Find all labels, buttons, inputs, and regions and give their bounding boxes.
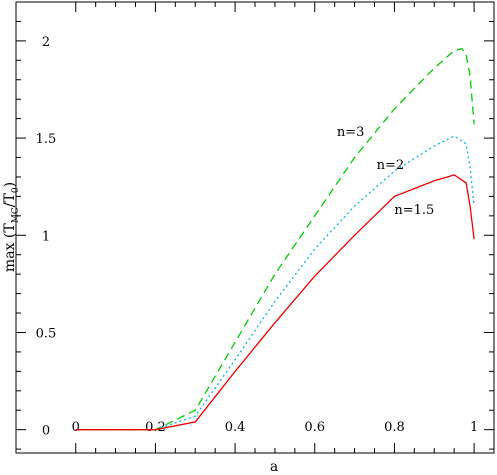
tick-labels: 0 0.2 0.4 0.6 0.8 1 0 0.5 1 1.5 2 — [36, 35, 479, 439]
y-tick-label: 0.5 — [36, 326, 57, 341]
y-axis-label-sub: MC — [11, 207, 21, 223]
series-line — [75, 135, 475, 431]
x-tick-label: 0.4 — [225, 420, 246, 435]
y-tick-label: 1 — [42, 229, 50, 244]
series-line — [75, 47, 475, 431]
series-lines — [75, 47, 475, 431]
y-tick-label: 1.5 — [36, 132, 57, 147]
x-tick-label: 0 — [72, 420, 80, 435]
y-axis-label-sub2: 0 — [11, 187, 21, 193]
series-labels: n=3 n=2 n=1.5 — [337, 125, 434, 218]
y-axis-label: max (TMC/T0) — [2, 182, 21, 272]
axis-ticks — [16, 1, 494, 453]
x-tick-label: 0.8 — [384, 420, 405, 435]
x-axis-label: a — [270, 459, 278, 475]
y-tick-label: 0 — [42, 424, 50, 439]
x-tick-label: 1 — [470, 420, 478, 435]
series-label: n=1.5 — [394, 203, 434, 218]
series-line — [75, 174, 475, 431]
series-label: n=2 — [377, 158, 405, 173]
series-label: n=3 — [337, 125, 365, 140]
y-axis-label-tail: /T — [2, 192, 18, 207]
y-axis-label-close: ) — [2, 182, 18, 187]
y-axis-label-main: max (T — [2, 223, 18, 272]
x-tick-label: 0.6 — [304, 420, 325, 435]
y-tick-label: 2 — [42, 35, 50, 50]
plot-frame — [15, 1, 495, 454]
x-tick-label: 0.2 — [145, 420, 166, 435]
